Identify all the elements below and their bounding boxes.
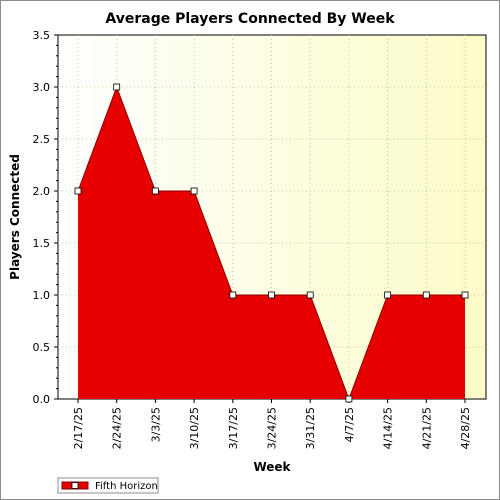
legend-label: Fifth Horizon xyxy=(95,481,158,492)
area-fill xyxy=(78,87,465,399)
data-point-marker xyxy=(268,291,275,299)
y-tick-label: 0.0 xyxy=(33,393,51,406)
x-tick-label: 4/28/25 xyxy=(459,407,472,449)
x-tick-label: 3/10/25 xyxy=(188,407,201,449)
data-point-marker xyxy=(74,187,82,195)
y-tick-label: 3.5 xyxy=(33,29,51,42)
data-point-marker xyxy=(422,291,430,299)
x-tick-label: 4/7/25 xyxy=(343,407,356,442)
y-tick-label: 1.0 xyxy=(33,289,51,302)
data-point-marker xyxy=(306,291,314,299)
data-point-marker xyxy=(229,291,237,299)
y-tick-label: 1.5 xyxy=(33,237,51,250)
x-tick-label: 3/17/25 xyxy=(227,407,240,449)
legend-marker-icon xyxy=(71,482,79,489)
x-tick-label: 4/14/25 xyxy=(382,407,395,449)
series-markers xyxy=(74,83,469,403)
legend: Fifth Horizon xyxy=(57,477,159,494)
data-point-marker xyxy=(345,395,353,403)
data-point-marker xyxy=(190,187,198,195)
y-tick-label: 3.0 xyxy=(33,81,51,94)
x-tick-label: 4/21/25 xyxy=(420,407,433,449)
data-point-marker xyxy=(384,291,392,299)
y-tick-label: 2.5 xyxy=(33,133,51,146)
x-tick-label: 3/24/25 xyxy=(266,407,279,449)
axis-ticks: 0.0 0.5 1.0 1.5 2.0 2.5 3.0 3.5 2/17/25 2/24/25 3/… xyxy=(33,29,473,449)
chart-title: Average Players Connected By Week xyxy=(105,11,395,27)
y-tick-label: 2.0 xyxy=(33,185,51,198)
y-tick-label: 0.5 xyxy=(33,341,51,354)
data-point-marker xyxy=(151,187,159,195)
x-tick-label: 2/17/25 xyxy=(72,407,85,449)
x-tick-label: 2/24/25 xyxy=(111,407,124,449)
x-tick-label: 3/3/25 xyxy=(149,407,162,442)
y-axis-title: Players Connected xyxy=(8,154,22,280)
data-point-marker xyxy=(113,83,121,91)
x-tick-label: 3/31/25 xyxy=(304,407,317,449)
data-point-marker xyxy=(461,291,469,299)
x-axis-title: Week xyxy=(253,460,291,474)
